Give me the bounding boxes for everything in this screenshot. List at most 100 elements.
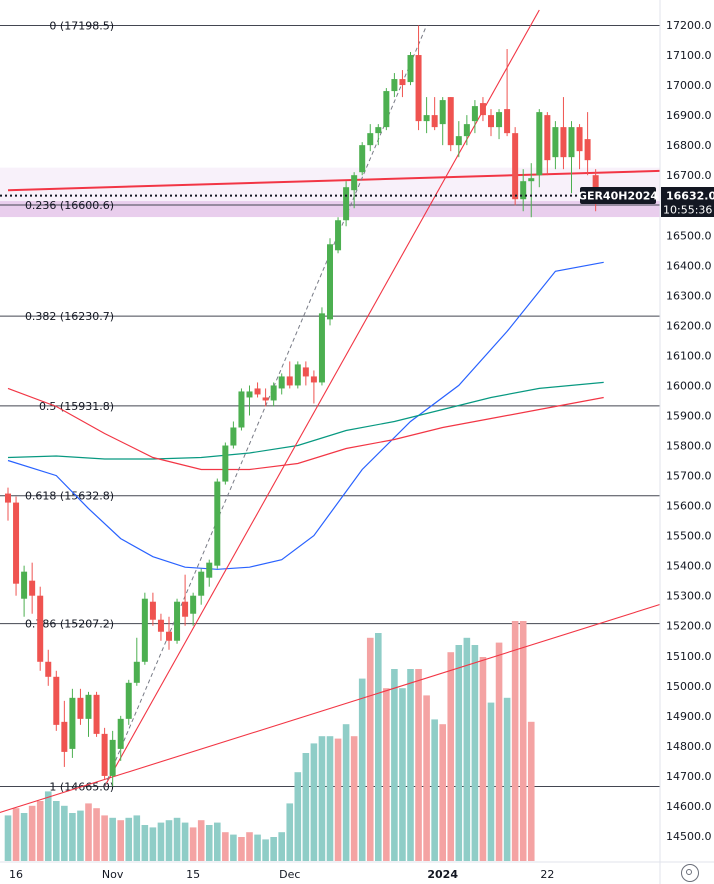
candle[interactable] — [343, 181, 350, 227]
candle[interactable] — [29, 562, 36, 614]
candle[interactable] — [399, 70, 406, 98]
candle-body — [5, 493, 11, 503]
candle[interactable] — [166, 616, 172, 650]
candle[interactable] — [286, 361, 293, 389]
candle[interactable] — [423, 97, 430, 134]
candle[interactable] — [133, 637, 140, 686]
candle[interactable] — [246, 385, 253, 416]
trendline-1[interactable] — [7, 169, 668, 192]
volume-bar — [173, 817, 181, 861]
fib-label-4: 0.618 (15632.8) — [25, 490, 114, 503]
candle[interactable] — [327, 238, 333, 326]
candle[interactable] — [117, 715, 124, 761]
candle[interactable] — [584, 112, 591, 176]
y-tick-label: 15000.0 — [666, 680, 712, 693]
price-badge[interactable]: 16632.0 10:55:36 — [661, 187, 714, 217]
candle[interactable] — [463, 115, 470, 146]
candle[interactable] — [157, 613, 164, 641]
candle[interactable] — [568, 121, 575, 194]
candle[interactable] — [174, 598, 181, 644]
candle[interactable] — [359, 142, 366, 176]
candle[interactable] — [101, 727, 108, 779]
candle[interactable] — [528, 163, 535, 218]
candle[interactable] — [552, 121, 559, 170]
volume-bar — [455, 645, 463, 861]
y-tick-label: 16800.0 — [666, 139, 712, 152]
candle[interactable] — [13, 496, 20, 596]
candle[interactable] — [351, 172, 358, 209]
candle[interactable] — [37, 586, 44, 671]
candle[interactable] — [391, 73, 398, 98]
candle[interactable] — [431, 97, 438, 131]
candle[interactable] — [85, 691, 92, 737]
candle[interactable] — [214, 478, 221, 569]
candle[interactable] — [93, 691, 100, 737]
ma-blue-line — [7, 261, 604, 570]
candle[interactable] — [61, 700, 68, 767]
candle[interactable] — [230, 421, 237, 449]
candle[interactable] — [576, 124, 583, 170]
candle-body — [528, 178, 535, 182]
candle[interactable] — [383, 88, 390, 131]
x-axis-ticks[interactable]: 16 Nov 15 Dec 2024 22 — [9, 868, 554, 881]
candle[interactable] — [141, 592, 148, 665]
candle[interactable] — [504, 49, 511, 137]
candle[interactable] — [560, 97, 567, 170]
candle-body — [133, 661, 140, 683]
candle[interactable] — [544, 112, 551, 176]
candle[interactable] — [182, 574, 189, 626]
candle[interactable] — [520, 169, 527, 212]
volume-bar — [302, 753, 310, 861]
candle[interactable] — [488, 109, 494, 137]
candle[interactable] — [190, 592, 197, 626]
candle[interactable] — [335, 217, 342, 254]
candle[interactable] — [149, 592, 156, 626]
candle[interactable] — [278, 373, 285, 395]
candle[interactable] — [45, 649, 52, 686]
candle[interactable] — [447, 97, 454, 152]
candle[interactable] — [254, 382, 261, 398]
candle[interactable] — [198, 568, 205, 605]
y-tick-label: 14900.0 — [666, 710, 712, 723]
candle[interactable] — [367, 124, 374, 152]
y-tick-label: 15500.0 — [666, 530, 712, 543]
candle[interactable] — [375, 124, 382, 146]
candle[interactable] — [222, 442, 229, 485]
candle[interactable] — [125, 679, 132, 725]
chart-settings-icon[interactable] — [681, 864, 699, 882]
volume-bar — [519, 621, 527, 861]
candle[interactable] — [407, 52, 414, 86]
candle[interactable] — [318, 307, 325, 386]
volume-bar — [149, 827, 157, 861]
candle[interactable] — [109, 730, 116, 787]
candle[interactable] — [206, 559, 213, 587]
candle[interactable] — [21, 565, 28, 617]
candle-body — [552, 127, 559, 158]
candle[interactable] — [471, 100, 478, 134]
candle[interactable] — [53, 670, 60, 731]
y-tick-label: 16000.0 — [666, 379, 712, 392]
candle[interactable] — [479, 97, 486, 122]
candle[interactable] — [415, 25, 422, 131]
symbol-badge[interactable]: GER40H2024 — [578, 187, 658, 204]
volume-bar — [246, 832, 253, 861]
candle[interactable] — [5, 487, 11, 521]
volume-bar — [350, 736, 358, 861]
candle[interactable] — [302, 361, 309, 386]
candle[interactable] — [310, 370, 317, 404]
candle-body — [375, 127, 382, 134]
candle[interactable] — [270, 382, 277, 407]
candle[interactable] — [77, 688, 84, 725]
candle[interactable] — [512, 127, 519, 206]
candle[interactable] — [439, 97, 446, 146]
candle[interactable] — [496, 109, 503, 140]
candle[interactable] — [536, 109, 543, 188]
candle[interactable] — [262, 388, 269, 407]
y-tick-label: 16200.0 — [666, 319, 712, 332]
candle[interactable] — [455, 121, 462, 158]
y-axis-ticks[interactable]: 17200.0 17100.0 17000.0 16900.0 16800.0 16700… — [666, 19, 712, 843]
candle[interactable] — [238, 388, 245, 431]
candle[interactable] — [69, 688, 76, 758]
candle[interactable] — [294, 361, 301, 389]
